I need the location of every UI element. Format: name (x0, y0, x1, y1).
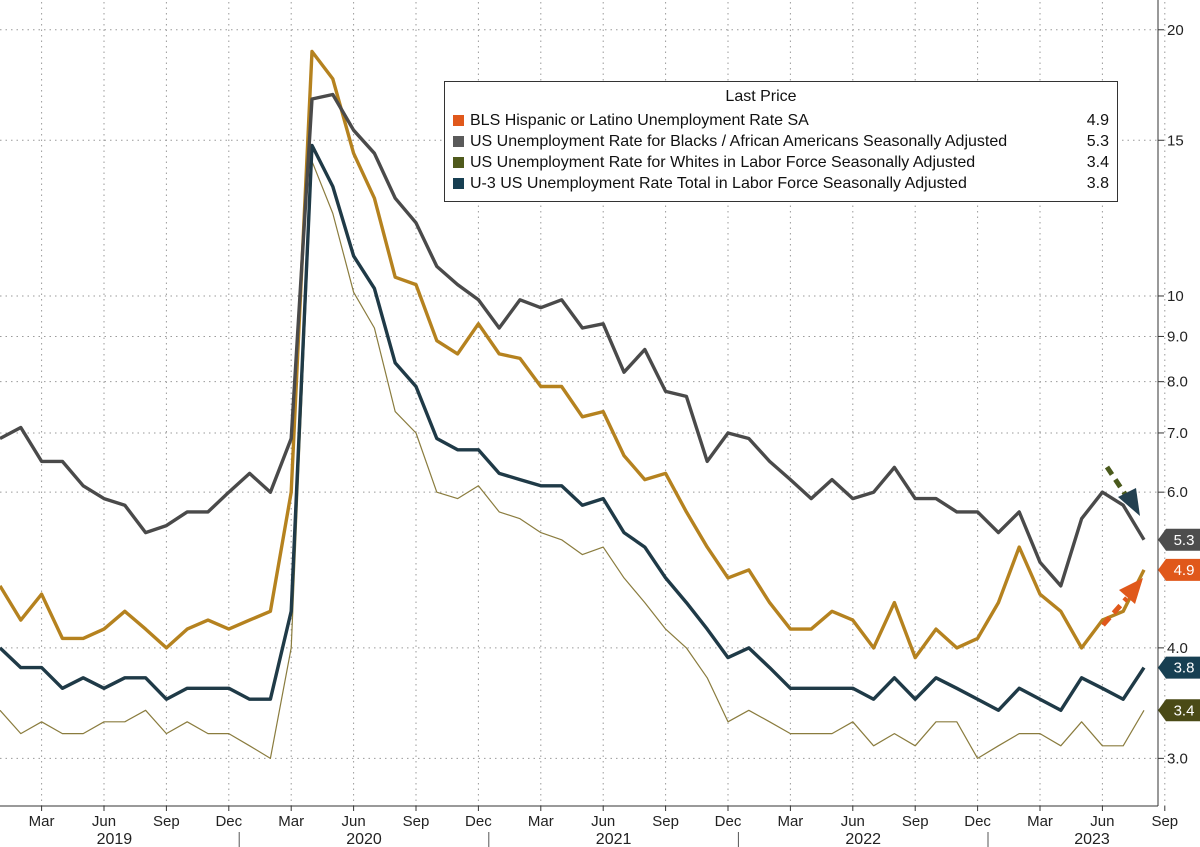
x-tick-label: Mar (1027, 813, 1053, 830)
x-tick-label: Mar (777, 813, 803, 830)
x-tick-label: Jun (841, 813, 865, 830)
legend-item-white: US Unemployment Rate for Whites in Labor… (453, 152, 1109, 173)
x-tick-label: Sep (403, 813, 430, 830)
legend-swatch (453, 178, 464, 189)
year-label: 2022 (845, 831, 881, 847)
x-tick-label: Dec (215, 813, 242, 830)
x-tick-label: Sep (652, 813, 679, 830)
y-tick-label: 3.0 (1167, 750, 1188, 767)
y-tick-label: 7.0 (1167, 425, 1188, 442)
series-line-1 (0, 92, 1146, 588)
legend-value: 5.3 (1086, 132, 1109, 150)
x-tick-label: Jun (591, 813, 615, 830)
x-tick-label: Mar (528, 813, 554, 830)
series-line-0 (0, 49, 1146, 660)
y-tick-label: 9.0 (1167, 328, 1188, 345)
badge-value: 4.9 (1174, 562, 1195, 579)
y-tick-label: 20 (1167, 22, 1184, 39)
legend-label: US Unemployment Rate for Whites in Labor… (470, 153, 976, 171)
legend-label: BLS Hispanic or Latino Unemployment Rate… (470, 111, 809, 129)
y-tick-label: 15 (1167, 132, 1184, 149)
badge-shape (1158, 558, 1200, 581)
year-label: 2023 (1074, 831, 1110, 847)
x-tick-label: Jun (92, 813, 116, 830)
down-arrow-icon (1104, 465, 1130, 499)
badge-0: 4.9 (1158, 558, 1200, 581)
legend-swatch (453, 115, 464, 126)
legend-value: 3.8 (1086, 174, 1109, 192)
x-tick-label: Jun (342, 813, 366, 830)
year-label: 2019 (97, 831, 133, 847)
badge-shape (1158, 528, 1200, 551)
legend: Last Price BLS Hispanic or Latino Unempl… (444, 81, 1118, 202)
trend-arrows (1101, 465, 1143, 627)
axis-ticks: 3.0 4.0 6.0 7.0 8.0 9.0 10 15 20 Mar Jun Sep Dec Mar J… (29, 22, 1188, 847)
y-tick-label: 4.0 (1167, 640, 1188, 657)
x-tick-label: Mar (278, 813, 304, 830)
y-tick-label: 6.0 (1167, 484, 1188, 501)
series-line-3 (0, 143, 1146, 712)
down-arrow-head-icon (1118, 488, 1140, 516)
x-tick-label: Dec (465, 813, 492, 830)
badge-value: 3.4 (1174, 702, 1195, 719)
legend-item-total: U-3 US Unemployment Rate Total in Labor … (453, 173, 1109, 194)
y-tick-label: 8.0 (1167, 374, 1188, 391)
legend-value: 3.4 (1086, 153, 1109, 171)
series-line-2 (0, 160, 1145, 760)
badge-1: 5.3 (1158, 528, 1200, 551)
year-label: 2020 (346, 831, 382, 847)
legend-item-black: US Unemployment Rate for Blacks / Africa… (453, 131, 1109, 152)
x-tick-label: Mar (29, 813, 55, 830)
legend-swatch (453, 157, 464, 168)
x-tick-label: Sep (902, 813, 929, 830)
badge-shape (1158, 699, 1200, 722)
legend-label: US Unemployment Rate for Blacks / Africa… (470, 132, 1008, 150)
legend-title: Last Price (725, 88, 797, 105)
x-tick-label: Sep (1151, 813, 1178, 830)
badge-3: 3.8 (1158, 656, 1200, 679)
badge-shape (1158, 656, 1200, 679)
up-arrow-icon (1101, 596, 1129, 627)
last-value-badges: 4.9 5.3 3.4 3.8 (1158, 528, 1200, 722)
x-tick-label: Dec (715, 813, 742, 830)
x-tick-label: Sep (153, 813, 180, 830)
y-tick-label: 10 (1167, 288, 1184, 305)
axes (0, 0, 1166, 847)
x-tick-label: Jun (1090, 813, 1114, 830)
legend-value: 4.9 (1086, 111, 1109, 129)
x-tick-label: Dec (964, 813, 991, 830)
legend-swatch (453, 136, 464, 147)
up-arrow-head-icon (1119, 578, 1143, 604)
legend-item-hispanic: BLS Hispanic or Latino Unemployment Rate… (453, 110, 1109, 131)
badge-value: 5.3 (1174, 532, 1195, 549)
legend-label: U-3 US Unemployment Rate Total in Labor … (470, 174, 967, 192)
year-label: 2021 (596, 831, 632, 847)
series-lines (0, 49, 1146, 760)
badge-2: 3.4 (1158, 699, 1200, 722)
badge-value: 3.8 (1174, 660, 1195, 677)
